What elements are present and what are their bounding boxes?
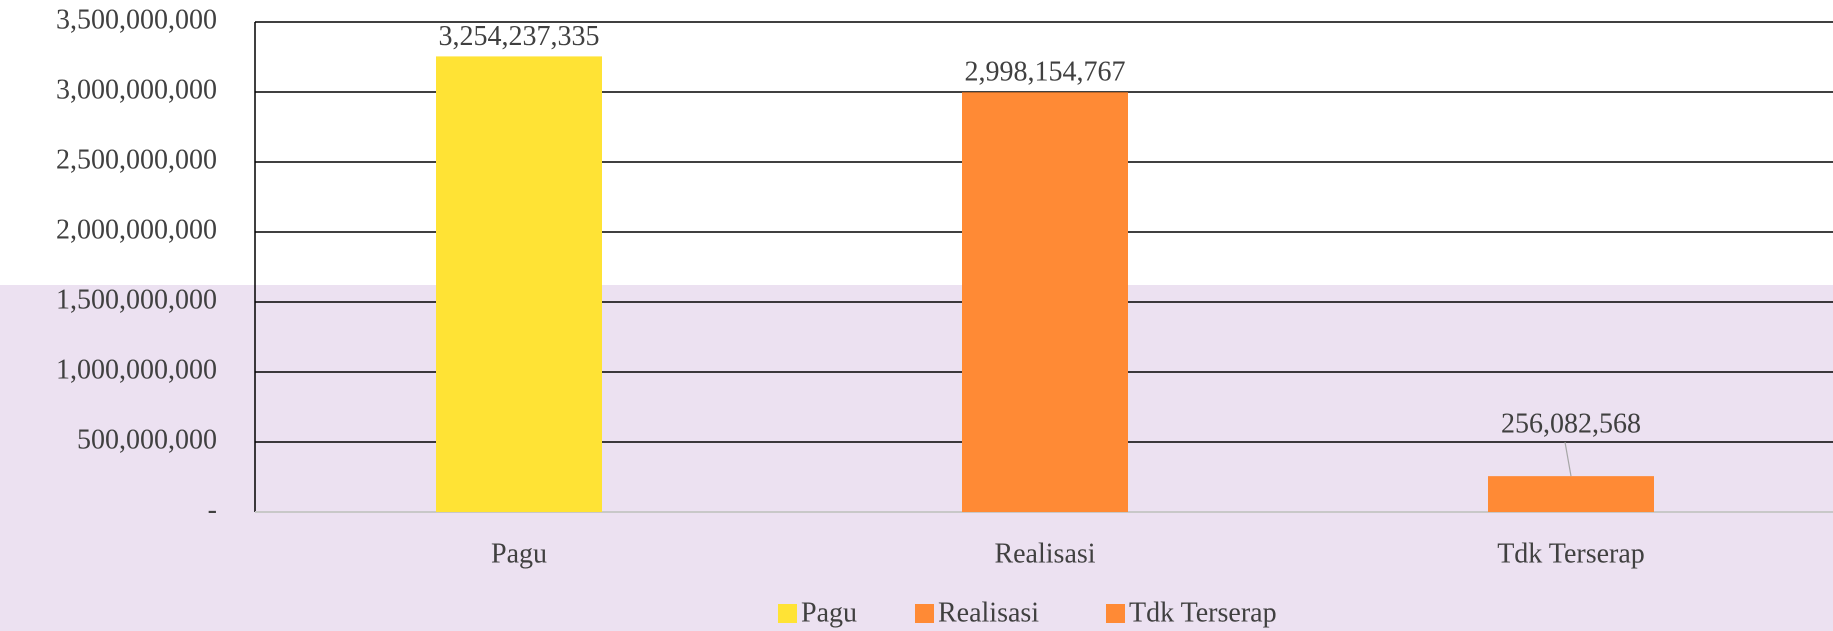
legend-label: Tdk Terserap (1129, 597, 1277, 628)
bar (436, 56, 602, 513)
y-tick-label: 3,000,000,000 (56, 74, 217, 105)
data-label: 3,254,237,335 (439, 21, 600, 52)
y-tick-label: - (208, 494, 217, 525)
data-label: 2,998,154,767 (965, 57, 1126, 88)
bar (1488, 476, 1654, 512)
y-tick-label: 500,000,000 (77, 424, 217, 455)
y-tick-label: 3,500,000,000 (56, 4, 217, 35)
leader-line (1564, 442, 1572, 477)
legend-swatch (1106, 604, 1125, 623)
data-label: 256,082,568 (1501, 409, 1641, 440)
y-tick-label: 2,000,000,000 (56, 214, 217, 245)
y-tick-label: 1,000,000,000 (56, 354, 217, 385)
legend-swatch (915, 604, 934, 623)
legend-label: Pagu (801, 597, 857, 628)
background-band (0, 285, 1833, 631)
bar (962, 92, 1128, 512)
x-tick-label: Realisasi (994, 538, 1095, 569)
x-tick-label: Tdk Terserap (1497, 538, 1645, 569)
y-tick-label: 2,500,000,000 (56, 144, 217, 175)
y-tick-label: 1,500,000,000 (56, 284, 217, 315)
legend-swatch (778, 604, 797, 623)
legend-label: Realisasi (938, 597, 1039, 628)
x-tick-label: Pagu (491, 538, 547, 569)
